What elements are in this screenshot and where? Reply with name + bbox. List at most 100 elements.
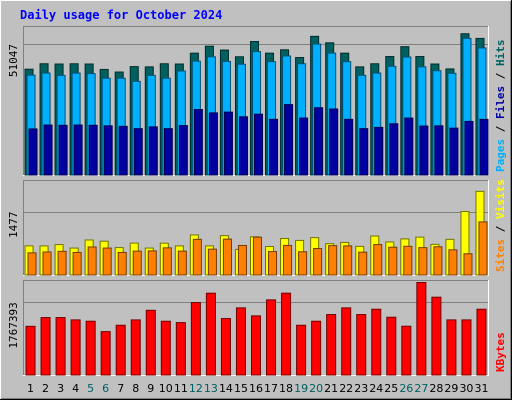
panel-kbytes-legend-part-0: KBytes xyxy=(494,332,507,372)
bar-sites-day-20 xyxy=(313,248,323,276)
bar-pages-day-13 xyxy=(208,112,218,176)
bar-pages-day-21 xyxy=(329,108,339,176)
bar-kbytes-day-27 xyxy=(416,282,427,376)
bar-sites-day-22 xyxy=(343,245,353,276)
bar-kbytes-day-22 xyxy=(341,307,352,376)
bar-pages-day-28 xyxy=(434,125,444,176)
bar-sites-day-29 xyxy=(448,249,458,276)
bar-sites-day-3 xyxy=(57,250,67,276)
bar-kbytes-day-18 xyxy=(281,292,292,376)
bar-pages-day-8 xyxy=(133,128,143,176)
bar-kbytes-day-16 xyxy=(250,315,262,376)
panel-visits-sites-legend-part-0: Sites xyxy=(494,239,507,272)
bar-pages-day-14 xyxy=(223,111,233,176)
xtick-label-day-22: 22 xyxy=(339,382,353,395)
bar-sites-day-27 xyxy=(418,247,428,276)
bar-kbytes-day-10 xyxy=(160,320,171,376)
bar-pages-day-12 xyxy=(193,109,203,176)
panel-visits-sites-legend-part-1: / xyxy=(494,219,507,239)
bar-kbytes-day-4 xyxy=(70,319,81,376)
bar-sites-day-1 xyxy=(27,252,37,276)
bar-pages-day-24 xyxy=(374,126,384,176)
panel-hits-files-pages-legend-part-0: Pages xyxy=(494,139,507,172)
bar-kbytes-day-9 xyxy=(145,309,156,376)
bar-kbytes-day-7 xyxy=(115,324,126,376)
bar-kbytes-day-1 xyxy=(25,325,36,376)
xtick-label-day-21: 21 xyxy=(324,382,338,395)
bar-sites-day-6 xyxy=(102,247,112,276)
bar-pages-day-1 xyxy=(28,128,38,176)
xtick-labels: 1 2 3 4 5 6 7 8 9 10 11 12 13 14 15 16 17 18 19 20 21 22 23 24 2… xyxy=(27,382,488,395)
bar-sites-day-10 xyxy=(162,247,172,276)
bar-kbytes-day-6 xyxy=(100,331,111,376)
bars xyxy=(24,33,489,376)
panel-kbytes-legend: KBytes xyxy=(494,332,507,372)
bar-pages-day-20 xyxy=(314,107,324,176)
bar-sites-day-25 xyxy=(388,246,398,276)
bar-pages-day-9 xyxy=(148,126,158,176)
xtick-label-day-3: 3 xyxy=(57,382,64,395)
xtick-label-day-30: 30 xyxy=(459,382,473,395)
xtick-label-day-18: 18 xyxy=(279,382,293,395)
bar-pages-day-17 xyxy=(269,118,279,176)
bar-pages-day-19 xyxy=(299,117,309,176)
xtick-label-day-13: 13 xyxy=(204,382,218,395)
bar-pages-day-23 xyxy=(359,128,369,176)
xtick-label-day-7: 7 xyxy=(117,382,124,395)
bar-sites-day-9 xyxy=(147,250,157,276)
bar-sites-day-31 xyxy=(478,221,488,276)
bar-pages-day-25 xyxy=(389,123,399,176)
bar-sites-day-23 xyxy=(358,251,368,276)
bar-sites-day-19 xyxy=(298,251,308,276)
bar-kbytes-day-8 xyxy=(130,319,141,376)
bar-kbytes-day-24 xyxy=(371,308,382,376)
panel-visits-sites-legend: Sites / Visits xyxy=(494,179,507,272)
bar-pages-day-2 xyxy=(43,124,53,176)
bar-kbytes-day-19 xyxy=(296,324,307,376)
bar-sites-day-15 xyxy=(237,244,247,276)
bar-sites-day-16 xyxy=(252,236,263,276)
bar-sites-day-11 xyxy=(177,250,187,276)
bar-sites-day-14 xyxy=(222,238,232,276)
bar-pages-day-27 xyxy=(419,125,429,176)
xtick-label-day-14: 14 xyxy=(219,382,233,395)
bar-sites-day-17 xyxy=(268,251,278,276)
panel-hits-files-pages-legend-part-2: Files xyxy=(494,86,507,119)
panel-visits-sites-legend-part-2: Visits xyxy=(494,179,507,219)
xtick-label-day-19: 19 xyxy=(294,382,308,395)
ytick-labels: 51047 1477 1767393 xyxy=(7,44,20,349)
bar-sites-day-18 xyxy=(283,244,293,276)
xtick-label-day-2: 2 xyxy=(42,382,49,395)
bar-kbytes-day-12 xyxy=(190,302,201,376)
bar-pages-day-4 xyxy=(73,124,83,176)
bar-pages-day-6 xyxy=(103,125,113,176)
xtick-label-day-17: 17 xyxy=(264,382,278,395)
xtick-label-day-24: 24 xyxy=(369,382,383,395)
xtick-label-day-25: 25 xyxy=(384,382,398,395)
bar-kbytes-day-2 xyxy=(40,317,51,376)
bar-pages-day-30 xyxy=(464,120,474,176)
bar-kbytes-day-23 xyxy=(356,314,367,376)
bar-kbytes-day-3 xyxy=(55,317,66,376)
xtick-label-day-4: 4 xyxy=(72,382,79,395)
bar-pages-day-7 xyxy=(118,125,128,176)
bar-pages-day-18 xyxy=(284,104,294,176)
xtick-label-day-11: 11 xyxy=(174,382,188,395)
bar-kbytes-day-15 xyxy=(235,307,246,376)
bar-kbytes-day-5 xyxy=(85,320,96,376)
xtick-label-day-5: 5 xyxy=(87,382,94,395)
xtick-label-day-27: 27 xyxy=(414,382,428,395)
bar-kbytes-day-14 xyxy=(220,318,231,376)
bar-pages-day-11 xyxy=(178,125,188,176)
xtick-label-day-8: 8 xyxy=(132,382,139,395)
chart-title: Daily usage for October 2024 xyxy=(20,8,222,22)
bar-kbytes-day-21 xyxy=(326,314,337,376)
xtick-label-day-9: 9 xyxy=(147,382,154,395)
xtick-label-day-15: 15 xyxy=(234,382,248,395)
bar-pages-day-10 xyxy=(163,128,173,176)
bar-pages-day-5 xyxy=(88,124,98,176)
panel-hits-files-pages-ytick-label: 51047 xyxy=(7,44,20,77)
xtick-label-day-23: 23 xyxy=(354,382,368,395)
bar-kbytes-day-17 xyxy=(266,299,277,376)
